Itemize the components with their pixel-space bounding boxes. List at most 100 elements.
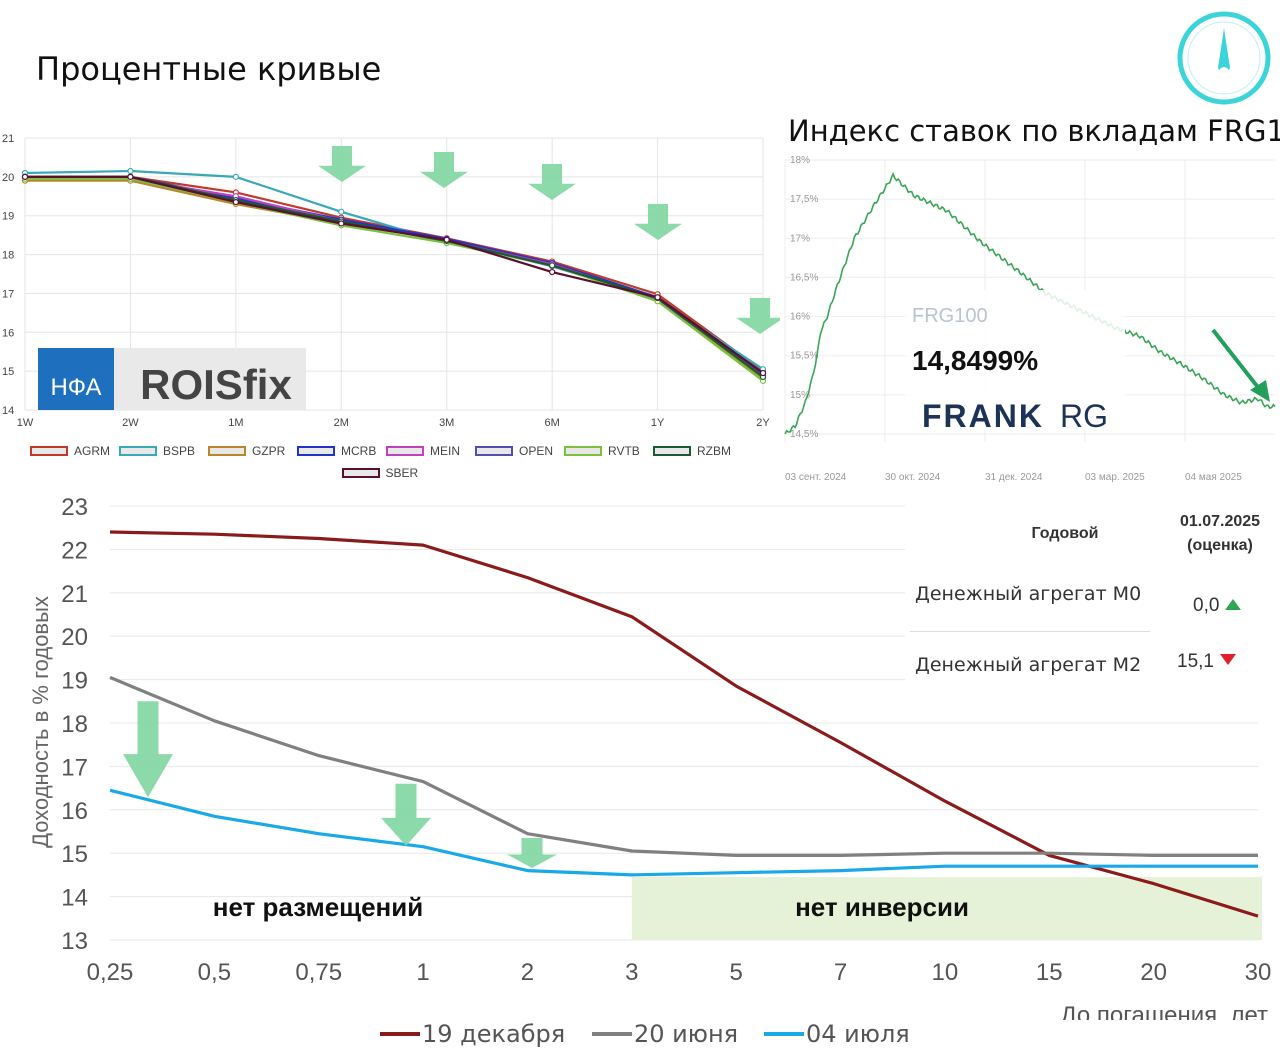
money-aggregates-table: Годовой 01.07.2025 (оценка) Денежный агр… — [905, 505, 1275, 705]
down-arrow-icon — [420, 152, 468, 188]
down-arrow-icon — [736, 298, 780, 334]
y-tick-label: 18 — [61, 711, 88, 738]
legend-item-open[interactable]: OPEN — [475, 444, 553, 458]
legend-swatch — [30, 446, 68, 456]
legend-swatch — [653, 446, 691, 456]
no-inversion-label: нет инверсии — [795, 892, 969, 922]
yield-arrows — [123, 701, 557, 869]
triangle-up-icon — [1225, 599, 1242, 610]
yield-x-ticks: 0,25 0,5 0,75 1 2 3 5 7 10 15 20 30 — [87, 959, 1272, 986]
triangle-down-icon — [1219, 654, 1236, 665]
legend-swatch — [297, 446, 335, 456]
y-tick-label: 21 — [2, 133, 14, 145]
y-tick-label: 17 — [2, 288, 14, 300]
x-tick-label: 1M — [228, 417, 243, 429]
y-tick-label: 23 — [61, 494, 88, 521]
roisfix-y-ticks: 14 15 16 17 18 19 20 21 — [2, 133, 14, 417]
legend-swatch — [564, 446, 602, 456]
x-tick-label: 3M — [439, 417, 454, 429]
y-tick-label: 14 — [61, 885, 88, 912]
data-point — [232, 173, 239, 180]
x-tick-label: 1Y — [651, 417, 665, 429]
series-line-bspb — [24, 169, 764, 371]
x-tick-label: 5 — [730, 959, 743, 986]
legend-line — [380, 1032, 420, 1036]
roisfix-legend: AGRM BSPB GZPR MCRB MEIN OPEN RVTB RZBM SBER — [30, 444, 780, 488]
roisfix-x-ticks: 1W 2W 1M 2M 3M 6M 1Y 2Y — [17, 417, 771, 429]
row-m0-label: Денежный агрегат М0 — [915, 583, 1142, 605]
x-tick-label: 1 — [416, 959, 429, 986]
x-tick-label: 20 — [1140, 959, 1167, 986]
legend-label: BSPB — [163, 444, 196, 458]
legend-label: MCRB — [341, 444, 377, 458]
x-tick-label: 7 — [834, 959, 847, 986]
x-tick-label: 03 сент. 2024 — [785, 472, 847, 483]
y-tick-label: 14 — [2, 405, 14, 417]
frg100-chart: 14,5% 15% 15,5% 16% 16,5% 17% 17,5% 18% 03 сент… — [784, 155, 1276, 483]
legend-label: GZPR — [252, 444, 286, 458]
data-point — [232, 199, 239, 206]
data-point — [549, 262, 556, 269]
x-tick-label: 30 — [1245, 959, 1272, 986]
col-annual-header: Годовой — [1031, 525, 1099, 542]
frg-down-arrow-icon — [1211, 328, 1270, 402]
yield-series — [109, 530, 1259, 918]
x-tick-label: 2W — [122, 417, 139, 429]
page-title: Процентные кривые — [36, 50, 382, 88]
legend-item-1[interactable]: 19 декабря — [380, 1020, 565, 1048]
x-tick-label: 6M — [545, 417, 560, 429]
y-tick-label: 13 — [61, 928, 88, 955]
yield-x-axis-label: До погашения, лет — [1060, 1002, 1268, 1020]
legend-item-2[interactable]: 20 июня — [592, 1020, 738, 1048]
nfa-logo-text: НФА — [50, 374, 101, 401]
roisfix-chart: 14 15 16 17 18 19 20 21 1W 2W 1M 2M 3M 6M 1Y 2Y НФА RO… — [2, 133, 780, 429]
y-tick-label: 15 — [2, 366, 14, 378]
y-tick-label: 15 — [61, 841, 88, 868]
col-date-header: 01.07.2025 — [1179, 513, 1261, 530]
legend-item-gzpr[interactable]: GZPR — [208, 444, 285, 458]
compass-needle-icon — [1177, 11, 1271, 105]
legend-swatch — [119, 446, 157, 456]
frg-series-line — [784, 171, 1276, 435]
down-arrow-icon — [507, 838, 557, 869]
x-tick-label: 0,25 — [87, 959, 134, 986]
y-tick-label: 16 — [61, 798, 88, 825]
y-tick-label: 21 — [61, 581, 88, 608]
data-point — [549, 268, 556, 276]
series-line-sber — [25, 175, 764, 374]
y-tick-label: 19 — [61, 668, 88, 695]
x-tick-label: 30 окт. 2024 — [885, 472, 941, 483]
y-tick-label: 15% — [790, 390, 810, 401]
legend-item-3[interactable]: 04 июля — [764, 1020, 910, 1048]
legend-swatch — [386, 446, 424, 456]
y-tick-label: 16 — [2, 327, 14, 339]
series-line-rvtb — [25, 177, 764, 382]
legend-label: SBER — [385, 466, 419, 480]
series-line-2 — [109, 675, 1258, 857]
row-m0-value: 0,0 — [1193, 595, 1242, 617]
legend-label: 20 июня — [634, 1020, 739, 1048]
legend-item-mein[interactable]: MEIN — [386, 444, 460, 458]
down-arrow-icon — [634, 204, 682, 240]
legend-item-agrm[interactable]: AGRM — [30, 444, 110, 458]
legend-item-bspb[interactable]: BSPB — [119, 444, 195, 458]
y-tick-label: 17,5% — [790, 194, 818, 205]
legend-item-mcrb[interactable]: MCRB — [297, 444, 376, 458]
data-point — [127, 173, 134, 180]
no-inversion-area — [631, 877, 1262, 940]
data-point — [443, 236, 450, 243]
x-tick-label: 0,75 — [295, 959, 342, 986]
roisfix-logo: НФА ROISfix — [38, 348, 306, 410]
x-tick-label: 03 мар. 2025 — [1085, 472, 1145, 483]
y-tick-label: 17 — [61, 754, 88, 781]
x-tick-label: 3 — [625, 959, 638, 986]
data-point — [654, 294, 661, 301]
legend-item-rvtb[interactable]: RVTB — [564, 444, 640, 458]
legend-item-rzbm[interactable]: RZBM — [653, 444, 731, 458]
x-tick-label: 0,5 — [198, 959, 231, 986]
legend-swatch — [208, 446, 246, 456]
legend-item-sber[interactable]: SBER — [341, 466, 419, 480]
y-tick-label: 20 — [2, 172, 14, 184]
yield-y-axis-label: Доходность в % годовых — [28, 596, 53, 848]
